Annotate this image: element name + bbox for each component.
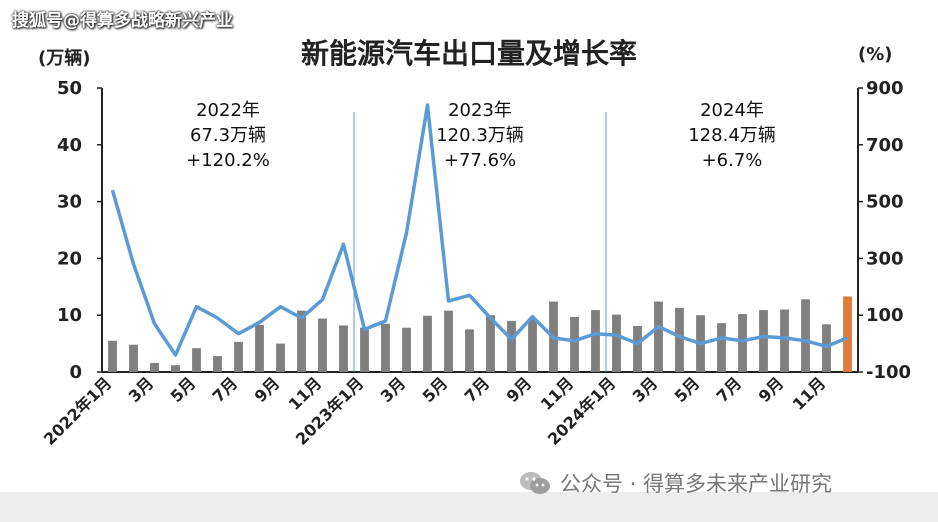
watermark-text: 搜狐号@得算多战略新兴产业 <box>12 11 233 31</box>
year-annotation: 2022年 <box>196 100 260 121</box>
footer-bar <box>0 492 938 522</box>
wechat-icon <box>520 472 550 494</box>
bar <box>654 301 663 372</box>
year-annotation: 67.3万辆 <box>190 125 266 146</box>
right-axis-unit: (%) <box>858 44 893 65</box>
x-tick-label: 3月 <box>377 373 410 406</box>
bar <box>507 320 516 372</box>
bar <box>843 296 852 372</box>
x-tick-label: 5月 <box>419 373 452 406</box>
bar <box>108 340 117 372</box>
right-tick-label: 100 <box>866 305 904 326</box>
bar <box>213 356 222 372</box>
bar <box>129 344 138 372</box>
bar <box>801 299 810 372</box>
axes-layer <box>97 87 863 373</box>
left-tick-label: 40 <box>57 135 82 156</box>
x-tick-label: 2022年1月 <box>40 373 115 448</box>
bar <box>150 362 159 372</box>
right-tick-label: -100 <box>866 362 911 383</box>
right-tick-label: 500 <box>866 192 904 213</box>
bar <box>192 348 201 372</box>
bar <box>528 318 537 372</box>
bar <box>759 310 768 372</box>
labels-layer: 0 10 20 30 40 50 -100 100 300 500 700 900 2022年1月 3月 5… <box>40 78 911 449</box>
left-tick-label: 20 <box>57 248 82 269</box>
right-tick-label: 700 <box>866 135 904 156</box>
bar <box>612 314 621 372</box>
bar <box>738 314 747 372</box>
left-tick-label: 0 <box>69 362 82 383</box>
x-tick-label: 11月 <box>789 373 830 414</box>
year-annotation: +6.7% <box>702 150 763 171</box>
bar <box>444 310 453 372</box>
bar <box>402 327 411 372</box>
bar <box>339 325 348 372</box>
bar <box>465 329 474 372</box>
bar <box>381 323 390 372</box>
x-tick-label: 3月 <box>629 373 662 406</box>
growth-rate-line <box>110 103 849 357</box>
bar <box>318 318 327 372</box>
x-tick-label: 7月 <box>461 373 494 406</box>
x-tick-label: 5月 <box>671 373 704 406</box>
bar <box>171 365 180 372</box>
year-annotation: +120.2% <box>186 150 270 171</box>
bar <box>234 341 243 372</box>
year-annotation: 120.3万辆 <box>436 125 524 146</box>
year-annotation: 128.4万辆 <box>688 125 776 146</box>
year-annotation: 2024年 <box>700 100 764 121</box>
right-tick-label: 300 <box>866 248 904 269</box>
bar <box>486 315 495 372</box>
left-axis-unit: (万辆) <box>38 48 91 69</box>
bar <box>717 323 726 372</box>
bar <box>570 316 579 372</box>
x-tick-label: 9月 <box>251 373 284 406</box>
left-tick-label: 30 <box>57 192 82 213</box>
x-tick-label: 9月 <box>503 373 536 406</box>
line-layer <box>110 103 849 357</box>
bar <box>297 310 306 372</box>
bar <box>423 315 432 372</box>
bar <box>255 324 264 372</box>
footer-text: 公众号 · 得算多未来产业研究 <box>560 472 833 496</box>
year-annotation: 2023年 <box>448 100 512 121</box>
right-tick-label: 900 <box>866 78 904 99</box>
footer: 公众号 · 得算多未来产业研究 <box>518 468 832 498</box>
x-tick-label: 7月 <box>209 373 242 406</box>
bar <box>360 327 369 372</box>
bar <box>591 310 600 372</box>
x-tick-label: 3月 <box>125 373 158 406</box>
year-annotation: +77.6% <box>444 150 516 171</box>
bar <box>276 343 285 372</box>
bar <box>780 309 789 372</box>
chart-title: 新能源汽车出口量及增长率 <box>300 37 637 70</box>
x-tick-label: 9月 <box>755 373 788 406</box>
left-tick-label: 10 <box>57 305 82 326</box>
bar <box>633 325 642 372</box>
left-tick-label: 50 <box>57 78 82 99</box>
x-tick-label: 7月 <box>713 373 746 406</box>
bar <box>675 307 684 372</box>
x-tick-label: 5月 <box>167 373 200 406</box>
